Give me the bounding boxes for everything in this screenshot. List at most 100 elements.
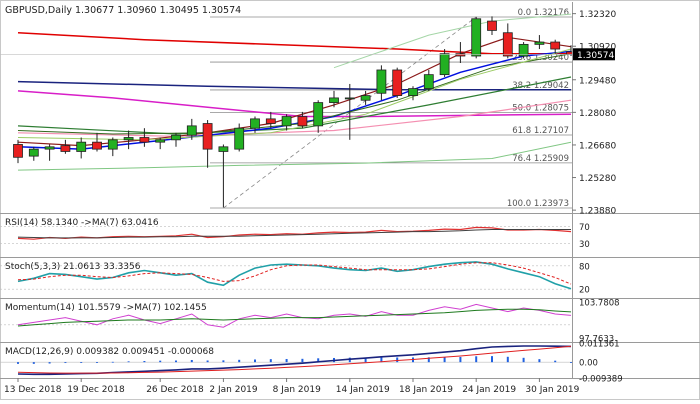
candle-body — [360, 95, 371, 101]
macd-histogram-bar — [491, 356, 493, 363]
time-tick-label: 2 Jan 2019 — [209, 385, 257, 395]
candle-body — [281, 116, 292, 127]
candle-body — [13, 144, 23, 158]
ma-magenta-line — [17, 90, 572, 118]
macd-histogram-bar — [111, 361, 114, 363]
fib-level-label: 50.0 1.28075 — [512, 103, 569, 113]
macd-histogram-bar — [143, 361, 146, 363]
ma-pink-line — [17, 99, 572, 137]
indicator-tick-label: 70 — [579, 223, 590, 233]
bollinger-upper-line — [333, 13, 572, 69]
macd-histogram-bar — [459, 356, 462, 363]
candle-body — [218, 146, 229, 152]
macd-histogram-bar — [96, 362, 98, 363]
ma-navy-line — [17, 80, 571, 91]
macd-histogram-bar — [159, 360, 162, 363]
current-price-box — [573, 48, 615, 61]
indicator-label: Stoch(5,3,3) 21.0613 33.3356 — [5, 262, 141, 272]
candle-body — [250, 118, 260, 129]
candle-body — [107, 139, 118, 150]
price-tick-label: 1.32320 — [579, 10, 616, 20]
macd-histogram-bar — [32, 362, 35, 364]
macd-histogram-bar — [427, 357, 430, 363]
macd-histogram-bar — [254, 359, 256, 363]
time-tick-label: 8 Jan 2019 — [273, 385, 321, 395]
time-tick-label: 14 Jan 2019 — [336, 385, 390, 395]
macd-histogram-bar — [175, 360, 177, 363]
fib-level-label: 38.2 1.29042 — [512, 81, 569, 91]
candle-body — [550, 41, 561, 50]
candle-body — [392, 69, 403, 96]
price-tick-label: 1.28080 — [579, 109, 616, 119]
candle-body — [471, 18, 482, 57]
candle-body — [171, 134, 181, 141]
macd-signal-line — [17, 345, 572, 374]
price-tick-label: 1.30920 — [579, 43, 616, 53]
candle-body — [455, 53, 466, 57]
fib-trend-line — [223, 16, 477, 209]
candle-body — [408, 88, 418, 96]
time-tick-label: 26 Dec 2018 — [146, 385, 204, 395]
stoch-d-line — [17, 262, 572, 285]
macd-histogram-bar — [475, 356, 478, 363]
candle-body — [202, 123, 213, 150]
candle-body — [155, 139, 166, 143]
indicator-tick-label: 103.7808 — [579, 299, 620, 309]
macd-histogram-bar — [48, 362, 51, 364]
candle-body — [123, 137, 134, 141]
time-tick-label: 24 Jan 2019 — [462, 385, 516, 395]
time-tick-label: 13 Dec 2018 — [4, 385, 62, 395]
candle-body — [487, 20, 497, 31]
indicator-tick-label: 97.7633 — [579, 335, 614, 345]
candle-body — [502, 32, 513, 57]
rsi-ma-line — [17, 229, 571, 239]
macd-histogram-bar — [570, 362, 572, 363]
macd-histogram-bar — [364, 357, 367, 363]
momentum-line — [17, 303, 572, 328]
ma-green-line — [17, 76, 572, 135]
candle-body — [439, 53, 450, 76]
candle-body — [139, 137, 150, 143]
candle-body — [76, 141, 87, 152]
fib-level-label: 0.0 1.32176 — [518, 8, 569, 18]
macd-histogram-bar — [396, 357, 399, 363]
candle-body — [329, 97, 339, 103]
price-tick-label: 1.29480 — [579, 76, 616, 86]
indicator-label: RSI(14) 58.1340 ->MA(7) 63.0416 — [5, 218, 159, 228]
ma-lightgreen-line — [17, 141, 572, 171]
macd-histogram-bar — [269, 359, 272, 363]
candle-body — [376, 69, 387, 94]
candle-body — [28, 148, 39, 157]
fib-level-label: 23.6 1.30240 — [512, 53, 569, 63]
macd-histogram-bar — [380, 357, 383, 363]
macd-histogram-bar — [127, 361, 130, 363]
macd-histogram-bar — [317, 358, 320, 363]
macd-histogram-bar — [238, 359, 241, 363]
indicator-tick-label: -0.009389 — [579, 374, 623, 384]
time-tick-label: 19 Dec 2018 — [67, 385, 125, 395]
macd-histogram-bar — [522, 357, 525, 363]
time-tick-label: 30 Jan 2019 — [525, 385, 579, 395]
fib-level-label: 100.0 1.23973 — [507, 199, 569, 209]
fib-level-label: 76.4 1.25909 — [512, 154, 569, 164]
macd-histogram-bar — [443, 357, 446, 363]
candle-body — [518, 43, 529, 57]
indicator-tick-label: 0.00 — [579, 359, 598, 369]
candle-body — [234, 127, 245, 150]
macd-histogram-bar — [554, 360, 557, 363]
macd-histogram-bar — [190, 359, 193, 363]
price-tick-label: 1.23880 — [579, 207, 616, 217]
indicator-tick-label: 30 — [579, 240, 590, 250]
indicator-label: MACD(12,26,9) 0.009382 0.009451 -0.00006… — [5, 347, 214, 357]
candle-body — [60, 145, 71, 152]
macd-histogram-bar — [222, 360, 225, 363]
chart-instrument: GBPUSD,Daily 1.30677 1.30960 1.30495 1.3… — [5, 5, 241, 16]
candle-body — [423, 74, 434, 90]
rsi-line — [17, 226, 572, 240]
indicator-tick-label: 80 — [579, 262, 590, 272]
current-price-label: 1.30574 — [577, 51, 614, 61]
macd-histogram-bar — [285, 358, 288, 363]
macd-histogram-bar — [206, 360, 209, 363]
price-tick-label: 1.25280 — [579, 174, 616, 184]
